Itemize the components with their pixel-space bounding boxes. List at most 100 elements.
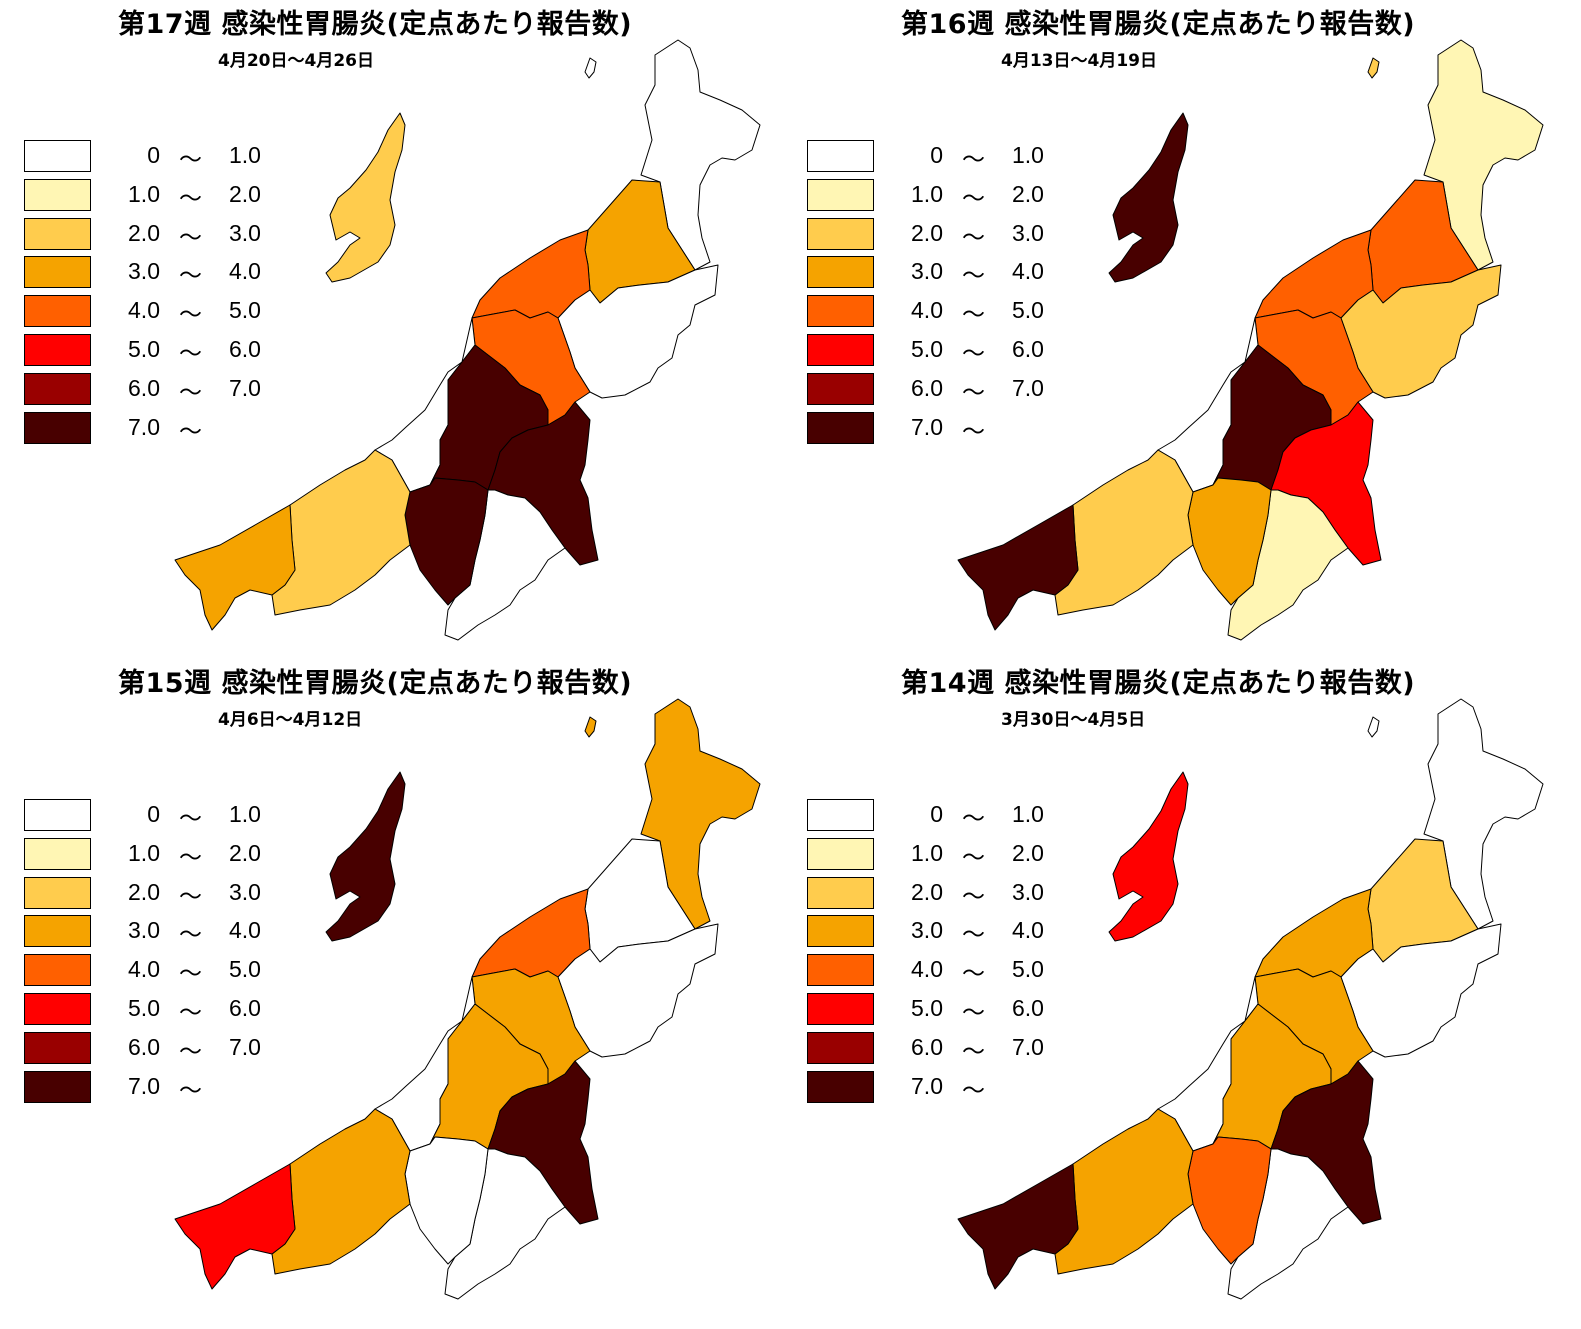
legend-swatch <box>24 799 91 831</box>
legend-lo: 7.0 <box>128 413 160 440</box>
legend-sep: 〜 <box>962 263 985 290</box>
legend-swatch <box>24 295 91 328</box>
legend-swatch <box>807 992 874 1025</box>
legend-lo: 6.0 <box>911 1033 943 1060</box>
region-joetsu <box>1054 449 1194 616</box>
region-sado <box>1108 112 1189 283</box>
legend-sep: 〜 <box>179 844 202 871</box>
legend-sep: 〜 <box>179 263 202 290</box>
legend-sep: 〜 <box>179 806 202 832</box>
legend-sep: 〜 <box>179 922 202 949</box>
legend-swatch <box>24 837 91 870</box>
legend-row: 5.0 〜 6.0 <box>807 333 1067 373</box>
legend-row: 2.0 〜 3.0 <box>24 876 284 916</box>
legend-lo: 6.0 <box>128 1033 160 1060</box>
legend-hi: 5.0 <box>1012 956 1044 983</box>
panel-title: 第16週 感染性胃腸炎(定点あたり報告数) <box>901 9 1416 40</box>
legend-hi: 7.0 <box>1012 374 1044 401</box>
legend-sep: 〜 <box>962 302 985 329</box>
legend-row: 0 〜 1.0 <box>807 799 1067 838</box>
legend-lo: 2.0 <box>128 219 160 246</box>
legend-swatch <box>807 256 874 289</box>
legend-hi: 5.0 <box>1012 297 1044 324</box>
legend-swatch <box>807 372 874 405</box>
legend-sep: 〜 <box>179 147 202 173</box>
legend-row: 1.0 〜 2.0 <box>24 178 284 218</box>
legend-row: 5.0 〜 6.0 <box>24 333 284 373</box>
panel-date-range: 4月13日〜4月19日 <box>1001 51 1157 71</box>
legend-sep: 〜 <box>962 1038 985 1065</box>
legend-lo: 1.0 <box>911 839 943 866</box>
panel-title: 第15週 感染性胃腸炎(定点あたり報告数) <box>118 668 633 699</box>
legend-row: 2.0 〜 3.0 <box>24 217 284 257</box>
legend-lo: 0 <box>930 142 943 168</box>
legend-row: 1.0 〜 2.0 <box>807 837 1067 877</box>
legend-swatch <box>807 333 874 366</box>
legend-swatch <box>24 372 91 405</box>
legend-row: 6.0 〜 7.0 <box>807 1031 1067 1071</box>
legend-hi: 2.0 <box>1012 839 1044 866</box>
panel-date-range: 3月30日〜4月5日 <box>1001 710 1146 730</box>
legend-row: 4.0 〜 5.0 <box>24 954 284 993</box>
legend-swatch <box>807 876 874 909</box>
legend-sep: 〜 <box>962 340 985 367</box>
region-awashima <box>1367 57 1380 79</box>
legend-hi: 4.0 <box>229 917 261 944</box>
niigata-choropleth-map <box>174 698 761 1300</box>
legend-row: 4.0 〜 5.0 <box>807 954 1067 993</box>
legend-row: 6.0 〜 7.0 <box>24 372 284 412</box>
panel-date-range: 4月6日〜4月12日 <box>218 710 363 730</box>
legend-lo: 0 <box>930 801 943 827</box>
legend-sep: 〜 <box>962 224 985 251</box>
legend-row: 6.0 〜 7.0 <box>807 372 1067 412</box>
panel-title: 第14週 感染性胃腸炎(定点あたり報告数) <box>901 668 1416 699</box>
region-tokamachi <box>404 477 489 606</box>
map-panel-4: 第14週 感染性胃腸炎(定点あたり報告数) 3月30日〜4月5日 0 〜 1.0 1.… <box>783 659 1573 1323</box>
legend-swatch <box>24 217 91 250</box>
legend-lo: 0 <box>147 142 160 168</box>
legend-lo: 4.0 <box>911 297 943 324</box>
legend-hi: 4.0 <box>229 258 261 285</box>
legend-row: 0 〜 1.0 <box>24 799 284 838</box>
panel-title: 第17週 感染性胃腸炎(定点あたり報告数) <box>118 9 633 40</box>
legend: 0 〜 1.0 1.0 〜 2.0 2.0 〜 3.0 3.0 〜 4.0 4.0 〜 5.0 5.0 〜 6.0… <box>807 140 1067 450</box>
niigata-choropleth-map <box>174 39 761 641</box>
legend-row: 6.0 〜 7.0 <box>24 1031 284 1071</box>
legend-hi: 2.0 <box>1012 180 1044 207</box>
region-murakami <box>640 698 761 930</box>
legend-sep: 〜 <box>179 1038 202 1065</box>
legend-sep: 〜 <box>962 806 985 832</box>
region-awashima <box>584 716 597 738</box>
legend-swatch <box>807 1031 874 1064</box>
legend-hi: 7.0 <box>229 1033 261 1060</box>
region-joetsu <box>1054 1108 1194 1275</box>
legend-sep: 〜 <box>179 379 202 406</box>
legend-hi: 4.0 <box>1012 917 1044 944</box>
legend-row: 4.0 〜 5.0 <box>807 295 1067 334</box>
legend-hi: 1.0 <box>1012 801 1044 827</box>
region-tokamachi <box>404 1136 489 1265</box>
legend-hi: 1.0 <box>229 142 261 168</box>
legend-swatch <box>24 333 91 366</box>
legend-sep: 〜 <box>962 922 985 949</box>
legend: 0 〜 1.0 1.0 〜 2.0 2.0 〜 3.0 3.0 〜 4.0 4.0 〜 5.0 5.0 〜 6.0… <box>24 140 284 450</box>
legend-sep: 〜 <box>179 961 202 988</box>
region-sado <box>1108 771 1189 942</box>
legend-lo: 4.0 <box>128 956 160 983</box>
legend-sep: 〜 <box>962 844 985 871</box>
legend-lo: 2.0 <box>128 878 160 905</box>
legend-swatch <box>24 256 91 289</box>
legend-swatch <box>807 954 874 987</box>
legend-lo: 3.0 <box>128 917 160 944</box>
region-murakami <box>1423 698 1544 930</box>
legend-sep: 〜 <box>962 1077 985 1104</box>
legend-lo: 5.0 <box>911 335 943 362</box>
legend-lo: 5.0 <box>128 335 160 362</box>
legend-lo: 2.0 <box>911 219 943 246</box>
legend-lo: 1.0 <box>128 839 160 866</box>
legend-lo: 7.0 <box>128 1072 160 1099</box>
legend-sep: 〜 <box>179 185 202 212</box>
legend-sep: 〜 <box>179 340 202 367</box>
niigata-choropleth-map <box>957 698 1544 1300</box>
legend-row: 5.0 〜 6.0 <box>24 992 284 1032</box>
